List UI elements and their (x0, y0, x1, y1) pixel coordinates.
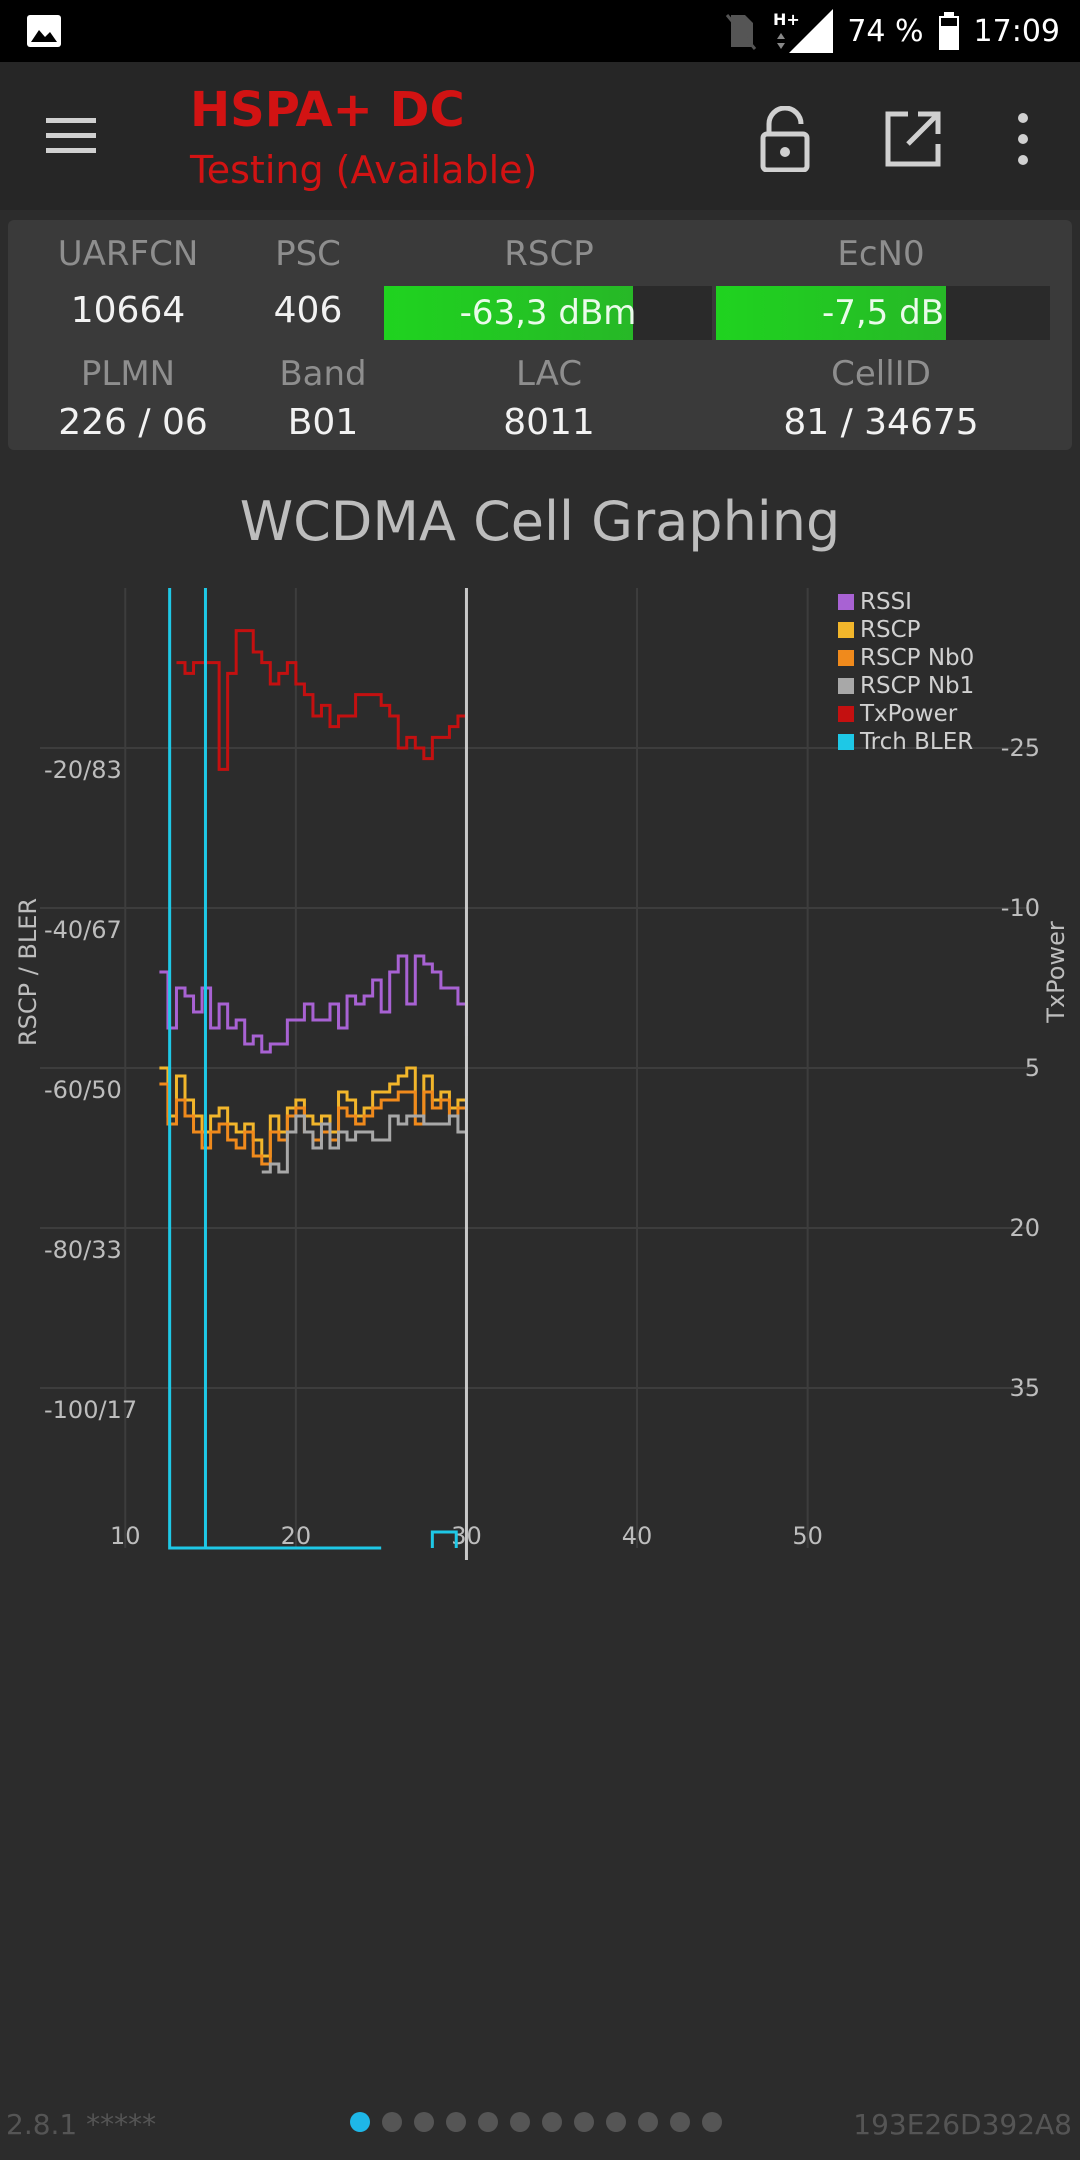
rscp-label: RSCP (384, 234, 714, 274)
battery-percent: 74 % (847, 14, 923, 49)
legend-label: RSSI (860, 589, 912, 615)
open-external-icon[interactable] (880, 106, 946, 172)
left-tick-label: -80/33 (44, 1236, 122, 1264)
legend-label: TxPower (859, 701, 958, 727)
plmn-value: 226 / 06 (28, 402, 238, 443)
left-tick-label: -100/17 (44, 1396, 137, 1424)
no-sim-icon (723, 11, 757, 51)
page-dot[interactable] (414, 2112, 434, 2132)
cellid-label: CellID (716, 354, 1046, 394)
x-tick-label: 50 (792, 1522, 823, 1550)
left-tick-label: -60/50 (44, 1076, 122, 1104)
svg-text:H+: H+ (773, 10, 800, 29)
page-dot[interactable] (702, 2112, 722, 2132)
page-dot[interactable] (382, 2112, 402, 2132)
legend-swatch (838, 622, 854, 638)
page-dot[interactable] (510, 2112, 530, 2132)
page-dot[interactable] (638, 2112, 658, 2132)
x-tick-label: 20 (281, 1522, 312, 1550)
psc-label: PSC (238, 234, 378, 274)
legend-swatch (838, 650, 854, 666)
wcdma-chart[interactable]: -20/83 -40/67 -60/50 -80/33 -100/17 -25 -10 5 20… (0, 560, 1080, 1560)
left-tick-label: -40/67 (44, 916, 122, 944)
right-tick-label: 5 (1025, 1054, 1040, 1082)
app-title: HSPA+ DC (190, 82, 465, 138)
uarfcn-label: UARFCN (28, 234, 228, 274)
psc-value: 406 (238, 290, 378, 331)
band-label: Band (248, 354, 398, 394)
battery-icon (938, 12, 960, 50)
app-version: 2.8.1 ***** (6, 2108, 156, 2141)
device-id: 193E26D392A8 (853, 2108, 1072, 2141)
right-tick-label: -10 (1001, 894, 1040, 922)
legend-swatch (838, 594, 854, 610)
rscp-bar: -63,3 dBm (384, 286, 712, 340)
page-dot[interactable] (350, 2112, 370, 2132)
page-dot[interactable] (606, 2112, 626, 2132)
left-tick-label: -20/83 (44, 756, 122, 784)
page-indicator[interactable] (350, 2112, 722, 2132)
legend-label: RSCP Nb0 (860, 645, 974, 671)
ecn0-value: -7,5 dB (716, 286, 1050, 340)
page-dot[interactable] (478, 2112, 498, 2132)
app-subtitle: Testing (Available) (190, 148, 537, 192)
x-tick-label: 40 (622, 1522, 653, 1550)
lac-value: 8011 (384, 402, 714, 443)
cell-info-panel: UARFCN 10664 PSC 406 RSCP -63,3 dBm EcN0… (8, 220, 1072, 450)
legend-swatch (838, 678, 854, 694)
legend-label: RSCP (860, 617, 921, 643)
plmn-label: PLMN (28, 354, 228, 394)
lock-open-icon[interactable] (755, 106, 815, 172)
clock: 17:09 (974, 14, 1060, 49)
band-value: B01 (248, 402, 398, 443)
page-dot[interactable] (670, 2112, 690, 2132)
right-tick-label: 20 (1009, 1214, 1040, 1242)
app-bar: HSPA+ DC Testing (Available) (0, 62, 1080, 210)
x-tick-label: 10 (110, 1522, 141, 1550)
legend-swatch (838, 734, 854, 750)
page-dot[interactable] (446, 2112, 466, 2132)
page-dot[interactable] (574, 2112, 594, 2132)
right-tick-label: 35 (1009, 1374, 1040, 1402)
right-tick-label: -25 (1001, 734, 1040, 762)
lac-label: LAC (384, 354, 714, 394)
signal-icon: H+ (771, 9, 833, 53)
status-bar: H+ 74 % 17:09 (0, 0, 1080, 62)
image-notification-icon (26, 14, 62, 48)
hamburger-menu-icon[interactable] (42, 106, 102, 166)
legend-label: RSCP Nb1 (860, 673, 974, 699)
legend-swatch (838, 706, 854, 722)
more-options-icon[interactable] (1005, 106, 1041, 172)
left-axis-title: RSCP / BLER (14, 898, 42, 1046)
ecn0-label: EcN0 (716, 234, 1046, 274)
right-axis-title: TxPower (1042, 921, 1070, 1024)
chart-title: WCDMA Cell Graphing (0, 490, 1080, 553)
cellid-value: 81 / 34675 (716, 402, 1046, 443)
legend-label: Trch BLER (859, 729, 973, 755)
uarfcn-value: 10664 (28, 290, 228, 331)
rscp-value: -63,3 dBm (384, 286, 712, 340)
ecn0-bar: -7,5 dB (716, 286, 1050, 340)
page-dot[interactable] (542, 2112, 562, 2132)
